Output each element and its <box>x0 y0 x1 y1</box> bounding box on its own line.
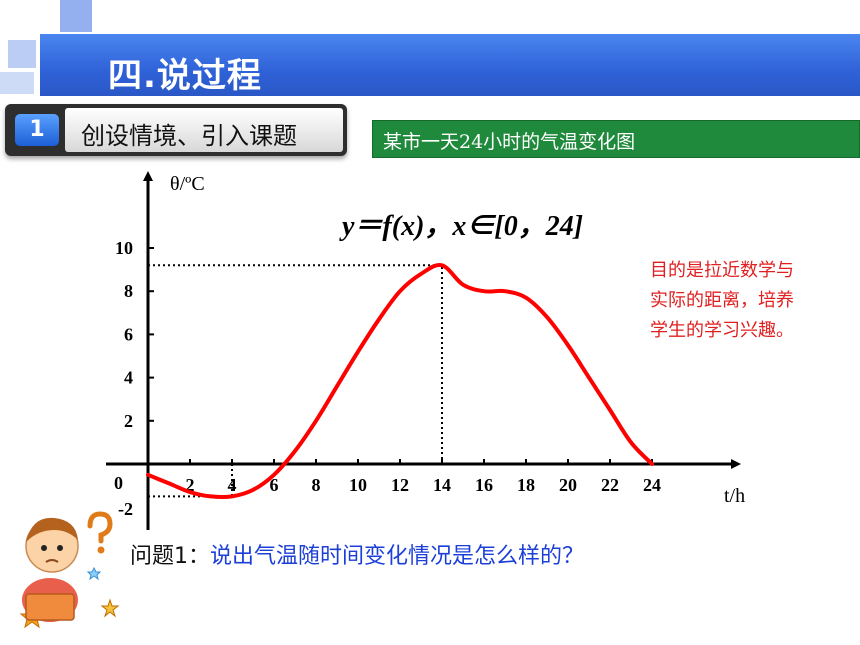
student-eye <box>41 545 47 551</box>
star-icon <box>86 566 102 581</box>
section-label: 创设情境、引入课题 <box>81 122 297 150</box>
header-band <box>40 34 860 96</box>
y-tick-label: 8 <box>124 281 133 301</box>
student-book <box>25 593 75 621</box>
corner-decoration <box>0 72 34 94</box>
question-line: 问题1：说出气温随时间变化情况是怎么样的？ <box>130 538 584 570</box>
y-tick-group: -2 2 4 6 8 10 <box>115 238 154 519</box>
y-tick-label: 4 <box>124 368 133 388</box>
temperature-curve <box>146 262 654 500</box>
student-mouth <box>45 559 59 563</box>
x-tick-label: 6 <box>270 475 279 495</box>
x-tick-label: 2 <box>186 475 195 495</box>
x-tick-label: 16 <box>475 475 493 495</box>
question-mark-icon <box>87 511 113 544</box>
x-tick-label: 22 <box>601 475 619 495</box>
y-tick-label: 6 <box>124 324 133 344</box>
chart-caption: 某市一天24小时的气温变化图 <box>383 131 636 153</box>
x-tick-label: 18 <box>517 475 535 495</box>
x-tick-label: 14 <box>433 475 451 495</box>
x-tick-label: 24 <box>643 475 661 495</box>
section-label-background <box>65 108 343 152</box>
guide-line-group <box>148 264 443 498</box>
y-tick-label: 10 <box>115 238 133 258</box>
origin-label: 0 <box>114 473 123 493</box>
y-tick-label: 2 <box>124 411 133 431</box>
page-title: 四.说过程 <box>108 56 262 96</box>
function-formula: y＝f(x)，x∈[0，24] <box>339 211 583 242</box>
thinking-student-icon <box>19 511 120 629</box>
student-hair <box>26 517 78 542</box>
teaching-note: 目的是拉近数学与实际的距离，培养学生的学习兴趣。 <box>650 260 794 341</box>
corner-decoration <box>60 0 92 32</box>
x-tick-label: 10 <box>349 475 367 495</box>
chart-caption-box: 某市一天24小时的气温变化图 <box>372 120 860 158</box>
x-tick-label: 20 <box>559 475 577 495</box>
y-axis-label: θ/ºC <box>170 173 205 195</box>
section-number-badge: 1 <box>15 114 59 146</box>
section-heading: 1 创设情境、引入课题 <box>5 104 347 156</box>
corner-decoration <box>8 40 36 68</box>
x-tick-label: 8 <box>312 475 321 495</box>
question-text: 说出气温随时间变化情况是怎么样的？ <box>210 544 585 569</box>
student-eye <box>57 545 63 551</box>
question-mark-dot <box>97 546 105 554</box>
y-tick-label: -2 <box>118 499 133 519</box>
question-label: 问题1： <box>130 544 210 569</box>
star-icon <box>100 598 120 618</box>
x-axis-label: t/h <box>724 485 745 507</box>
x-tick-label: 12 <box>391 475 409 495</box>
